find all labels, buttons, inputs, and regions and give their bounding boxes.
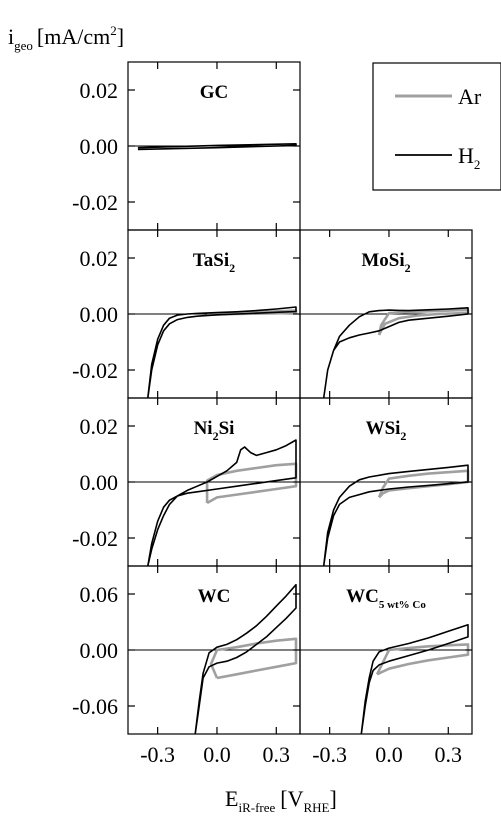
x-axis-title-unit: [V bbox=[280, 786, 303, 811]
panel-label-1: TaSi2 bbox=[193, 250, 235, 275]
y-tick-label-r0-1: 0.00 bbox=[80, 134, 119, 159]
y-tick-label-r3-1: 0.00 bbox=[80, 638, 119, 663]
panel-label-4: WSi2 bbox=[366, 418, 407, 443]
panel-label-main-3: Ni bbox=[194, 418, 213, 439]
y-tick-label-r3-0: 0.06 bbox=[80, 582, 119, 607]
series-h2-panel-5 bbox=[194, 583, 297, 734]
y-tick-label-r1-2: -0.02 bbox=[72, 358, 118, 383]
panel-label-sub-2: 2 bbox=[405, 261, 411, 275]
series-h2-panel-0 bbox=[137, 143, 297, 151]
y-tick-label-r2-1: 0.00 bbox=[80, 470, 119, 495]
legend: Ar H2 bbox=[372, 62, 501, 191]
y-tick-label-r0-2: -0.02 bbox=[72, 190, 118, 215]
series-ar-panel-4 bbox=[377, 469, 470, 499]
panel-label-6: WC5 wt% Co bbox=[346, 586, 426, 611]
x-tick-label-c1-1: 0.0 bbox=[375, 742, 403, 767]
x-axis-title-unit-post: ] bbox=[329, 786, 336, 811]
x-tick-label-c1-2: 0.3 bbox=[435, 742, 463, 767]
panel-label-main-6: WC bbox=[346, 586, 379, 607]
x-axis-title-unit-sub: RHE bbox=[303, 800, 329, 815]
x-tick-label-c0-1: 0.0 bbox=[203, 742, 231, 767]
panel-label-main-1: TaSi bbox=[193, 250, 229, 271]
panel-label-sub-1: 2 bbox=[229, 261, 235, 275]
y-axis-title-sub: geo bbox=[14, 38, 33, 53]
x-tick-label-c1-0: -0.3 bbox=[312, 742, 347, 767]
panel-label-sub-4: 2 bbox=[400, 429, 406, 443]
panel-label-5: WC bbox=[198, 586, 231, 607]
series-ar-panel-5 bbox=[209, 637, 298, 680]
panel-label-3: Ni2Si bbox=[194, 418, 235, 443]
y-axis-title-main: i bbox=[8, 24, 14, 49]
panel-label-sub-3: 2 bbox=[213, 429, 219, 443]
x-tick-label-c0-2: 0.3 bbox=[263, 742, 291, 767]
legend-label-ar: Ar bbox=[458, 84, 482, 109]
panel-label-main-5: WC bbox=[198, 586, 231, 607]
y-axis-title-unit: [mA/cm bbox=[37, 24, 110, 49]
y-tick-label-r3-2: -0.06 bbox=[72, 694, 118, 719]
series-h2-panel-1 bbox=[147, 306, 297, 398]
series-ar-panel-6 bbox=[375, 643, 470, 676]
x-axis-title: EiR-free [VRHE] bbox=[225, 786, 337, 815]
panel-label-post-3: Si bbox=[219, 418, 235, 439]
panel-label-2: MoSi2 bbox=[361, 250, 410, 275]
y-axis-title-unit-sup: 2 bbox=[110, 23, 117, 38]
y-tick-label-r2-2: -0.02 bbox=[72, 526, 118, 551]
legend-label-h2-main: H bbox=[458, 143, 474, 168]
y-tick-label-r1-1: 0.00 bbox=[80, 302, 119, 327]
series-h2-panel-3 bbox=[147, 439, 297, 566]
panel-label-0: GC bbox=[200, 82, 229, 103]
panel-label-sub-6: 5 wt% Co bbox=[379, 599, 427, 611]
axes-frames: 0.020.00-0.020.020.00-0.020.020.00-0.020… bbox=[72, 61, 473, 767]
x-axis-title-sub: iR-free bbox=[238, 800, 275, 815]
x-tick-label-c0-0: -0.3 bbox=[140, 742, 175, 767]
y-tick-label-r0-0: 0.02 bbox=[80, 78, 119, 103]
legend-label-h2: H2 bbox=[458, 143, 480, 172]
y-tick-label-r2-0: 0.02 bbox=[80, 414, 119, 439]
panel-label-main-0: GC bbox=[200, 82, 229, 103]
y-axis-title: igeo [mA/cm2] bbox=[8, 23, 124, 53]
series-h2-panel-4 bbox=[322, 464, 469, 566]
panel-label-main-4: WSi bbox=[366, 418, 401, 439]
legend-box bbox=[372, 62, 501, 191]
legend-label-h2-sub: 2 bbox=[474, 157, 481, 172]
x-axis-title-main: E bbox=[225, 786, 238, 811]
series-h2-panel-2 bbox=[322, 306, 469, 398]
y-tick-label-r1-0: 0.02 bbox=[80, 246, 119, 271]
y-axis-title-unit-post: ] bbox=[117, 24, 124, 49]
panel-label-main-2: MoSi bbox=[361, 250, 404, 271]
series-h2-panel-6 bbox=[360, 623, 469, 734]
